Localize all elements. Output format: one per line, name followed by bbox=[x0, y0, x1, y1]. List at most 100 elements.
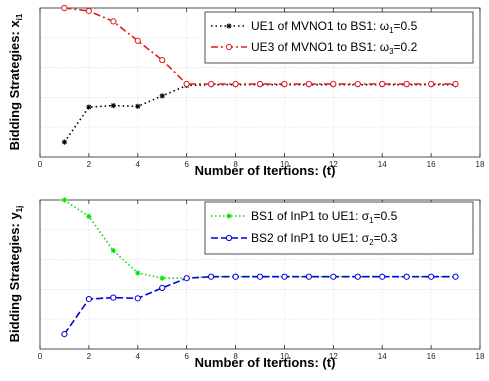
axes-box bbox=[39, 199, 481, 350]
data-point bbox=[403, 80, 410, 88]
legend-label-prefix: UE3 of MVNO1 to BS1: bbox=[251, 40, 380, 54]
legend-label-subscript: 1 bbox=[369, 216, 374, 225]
x-axis-label: Number of Itertions: (t) bbox=[195, 163, 336, 178]
data-point bbox=[110, 102, 116, 109]
legend-label-greek: σ bbox=[362, 209, 370, 223]
data-point bbox=[61, 4, 68, 12]
y-axis-label-subscript: 1j bbox=[15, 206, 24, 213]
legend-label-value: =0.2 bbox=[394, 40, 418, 54]
legend-label-prefix: UE1 of MVNO1 to BS1: bbox=[251, 19, 380, 33]
legend-box bbox=[204, 11, 474, 64]
data-point bbox=[256, 80, 264, 88]
data-point bbox=[135, 103, 141, 109]
data-point bbox=[159, 275, 165, 281]
legend-label: BS1 of InP1 to UE1: σ1=0.5 bbox=[251, 209, 398, 225]
data-point bbox=[86, 213, 92, 219]
legend: UE1 of MVNO1 to BS1: ω1=0.5 UE3 of MVNO1 … bbox=[204, 11, 474, 64]
series-2 bbox=[61, 273, 459, 338]
legend-label-subscript: 1 bbox=[389, 26, 394, 35]
data-point bbox=[403, 273, 410, 280]
data-point bbox=[110, 294, 117, 301]
x-tick-label: 12 bbox=[329, 352, 338, 361]
y-axis-label: Bidding Strategies: xi1 bbox=[7, 13, 24, 150]
legend-item: BS1 of InP1 to UE1: σ1=0.5 bbox=[211, 209, 398, 225]
data-point bbox=[232, 273, 239, 280]
legend-swatch-marker bbox=[226, 213, 232, 219]
legend-label: BS2 of InP1 to UE1: σ2=0.3 bbox=[251, 231, 398, 247]
x-tick-label: 18 bbox=[476, 160, 485, 169]
legend-label-value: =0.5 bbox=[374, 209, 398, 223]
y-axis-label-text: Bidding Strategies: x bbox=[7, 20, 22, 151]
data-point bbox=[159, 57, 166, 64]
data-point bbox=[208, 80, 215, 88]
legend-label-prefix: BS2 of InP1 to UE1: bbox=[251, 231, 362, 245]
data-point bbox=[183, 275, 190, 282]
legend-label-prefix: BS1 of InP1 to UE1: bbox=[251, 209, 362, 223]
data-point bbox=[232, 80, 239, 88]
data-point bbox=[85, 295, 92, 303]
data-point bbox=[354, 80, 361, 88]
x-tick-label: 16 bbox=[427, 160, 436, 169]
legend-label-subscript: 3 bbox=[389, 47, 394, 56]
legend-label-subscript: 2 bbox=[369, 238, 374, 247]
data-point bbox=[379, 80, 386, 88]
data-point bbox=[61, 139, 68, 145]
x-tick-label: 12 bbox=[329, 160, 338, 169]
axes-box bbox=[39, 7, 481, 158]
series-2 bbox=[61, 4, 459, 88]
data-point bbox=[428, 273, 435, 280]
series-line bbox=[63, 275, 456, 335]
legend-label-greek: σ bbox=[362, 231, 370, 245]
x-tick-label: 2 bbox=[87, 352, 92, 361]
legend-item: UE1 of MVNO1 to BS1: ω1=0.5 bbox=[211, 19, 418, 35]
data-point bbox=[208, 273, 215, 280]
data-point bbox=[379, 273, 386, 280]
data-point bbox=[135, 270, 141, 276]
x-tick-label: 8 bbox=[233, 160, 238, 169]
data-point bbox=[61, 331, 68, 338]
data-point bbox=[428, 80, 435, 88]
legend-label-greek: ω bbox=[380, 19, 389, 33]
data-point bbox=[330, 273, 337, 280]
top-chart: 0 2 4 6 8 10 12 14 16 18 Bidding Strategies: xi1 Nu… bbox=[7, 4, 485, 178]
data-point bbox=[452, 273, 459, 280]
data-point bbox=[86, 104, 92, 110]
x-tick-label: 14 bbox=[378, 352, 387, 361]
legend-label-value: =0.5 bbox=[394, 19, 418, 33]
legend-item: UE3 of MVNO1 to BS1: ω3=0.2 bbox=[211, 40, 418, 56]
legend-label: UE1 of MVNO1 to BS1: ω1=0.5 bbox=[251, 19, 418, 35]
data-point bbox=[281, 80, 288, 88]
legend-swatch-marker bbox=[225, 43, 233, 51]
x-tick-label: 10 bbox=[280, 160, 289, 169]
x-tick-label: 4 bbox=[136, 352, 141, 361]
y-axis-label: Bidding Strategies: y1j bbox=[7, 206, 24, 343]
x-tick-label: 0 bbox=[38, 352, 43, 361]
data-point bbox=[110, 248, 116, 254]
legend-label-greek: ω bbox=[380, 40, 389, 54]
data-point bbox=[330, 80, 337, 88]
data-point bbox=[159, 284, 166, 292]
data-point bbox=[183, 80, 190, 88]
legend-item: BS2 of InP1 to UE1: σ2=0.3 bbox=[211, 231, 398, 247]
data-point bbox=[256, 273, 264, 280]
x-tick-label: 10 bbox=[280, 352, 289, 361]
legend-box bbox=[204, 201, 474, 255]
x-tick-label: 18 bbox=[476, 352, 485, 361]
data-point bbox=[134, 295, 141, 302]
data-point bbox=[452, 80, 459, 88]
data-point bbox=[85, 7, 92, 15]
x-tick-label: 8 bbox=[233, 352, 238, 361]
data-point bbox=[134, 37, 141, 44]
x-axis-label: Number of Itertions: (t) bbox=[195, 355, 336, 370]
data-point bbox=[281, 273, 288, 280]
x-tick-label: 2 bbox=[87, 160, 92, 169]
x-tick-label: 16 bbox=[427, 352, 436, 361]
legend-swatch-marker bbox=[225, 234, 233, 242]
data-point bbox=[159, 93, 165, 99]
legend-swatch-marker bbox=[226, 23, 232, 29]
legend-label: UE3 of MVNO1 to BS1: ω3=0.2 bbox=[251, 40, 418, 56]
data-point bbox=[110, 18, 117, 25]
